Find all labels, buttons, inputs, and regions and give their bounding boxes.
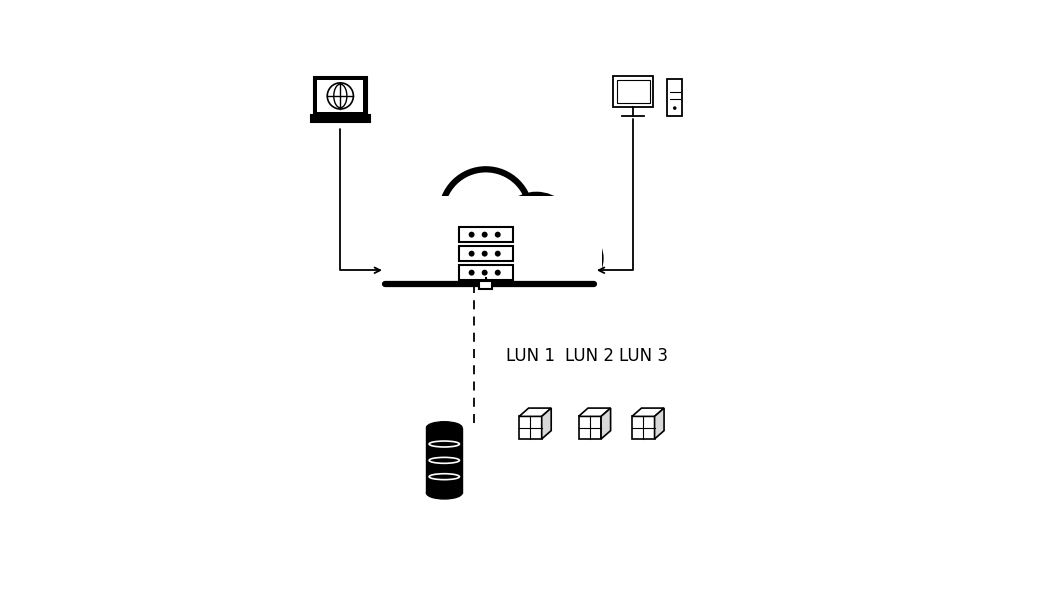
Circle shape [494, 232, 501, 238]
Bar [370, 196, 602, 285]
Bar [459, 246, 512, 261]
Circle shape [441, 169, 531, 258]
Circle shape [496, 254, 547, 304]
Bar [632, 416, 655, 439]
Circle shape [382, 235, 435, 288]
Text: LUN 2: LUN 2 [565, 347, 614, 365]
Circle shape [426, 254, 476, 304]
Circle shape [673, 106, 677, 110]
Bar [668, 79, 682, 116]
Circle shape [494, 251, 501, 257]
Polygon shape [632, 408, 664, 416]
Polygon shape [579, 408, 610, 416]
Bar [367, 273, 605, 315]
Circle shape [468, 251, 475, 257]
Bar [314, 77, 367, 115]
Bar [459, 227, 512, 242]
Circle shape [482, 232, 488, 238]
Bar [616, 80, 650, 103]
Circle shape [543, 230, 601, 287]
Polygon shape [655, 408, 664, 439]
Circle shape [482, 270, 488, 276]
Circle shape [468, 270, 475, 276]
Bar [613, 76, 653, 107]
Bar [480, 281, 492, 289]
Polygon shape [541, 408, 551, 439]
Circle shape [482, 251, 488, 257]
Bar [519, 416, 541, 439]
Bar [579, 416, 601, 439]
Bar [317, 80, 364, 112]
Bar [427, 428, 462, 493]
Text: LUN 1: LUN 1 [506, 347, 555, 365]
Circle shape [500, 195, 574, 268]
Circle shape [494, 270, 501, 276]
Bar [311, 115, 370, 122]
Circle shape [468, 232, 475, 238]
Polygon shape [601, 408, 610, 439]
Bar [367, 258, 605, 312]
Circle shape [459, 252, 512, 306]
Polygon shape [519, 408, 551, 416]
Circle shape [328, 83, 354, 109]
Bar [459, 265, 512, 280]
Text: LUN 3: LUN 3 [618, 347, 668, 365]
Ellipse shape [427, 487, 462, 499]
Circle shape [409, 202, 474, 267]
Ellipse shape [427, 422, 462, 434]
